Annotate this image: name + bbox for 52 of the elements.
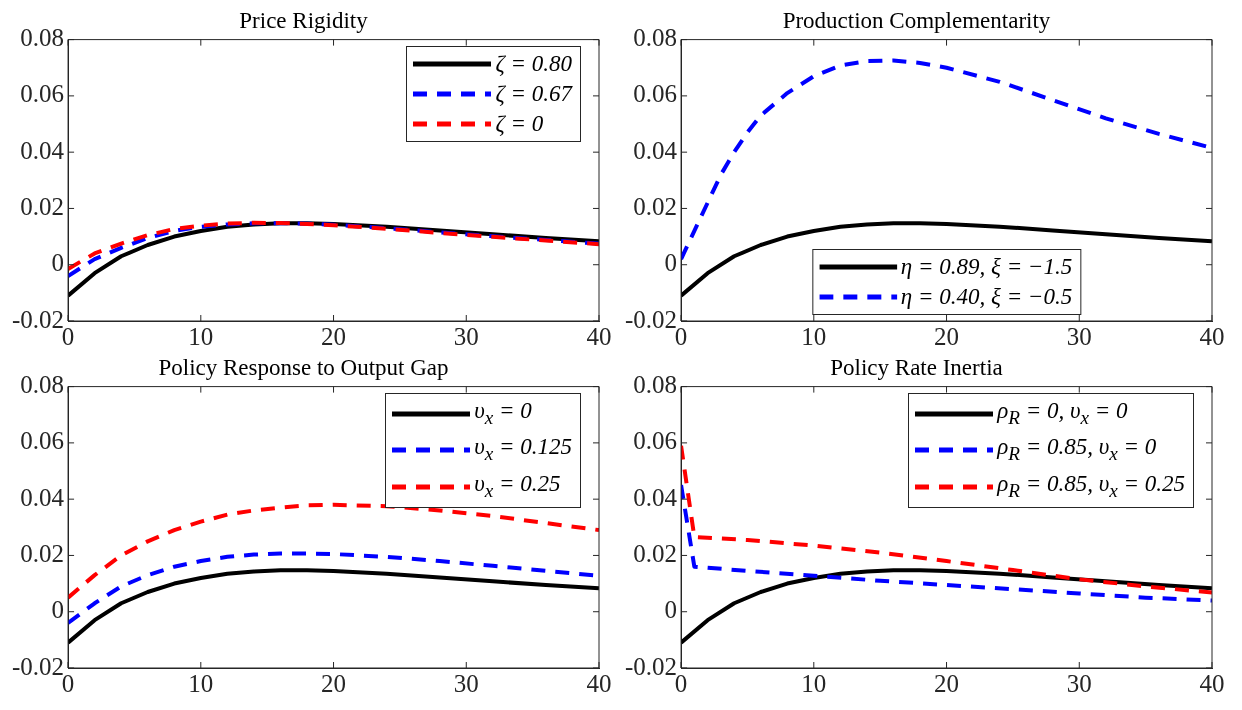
y-tick-label: 0.06 bbox=[633, 80, 678, 108]
legend-label: η = 0.89, ξ = −1.5 bbox=[900, 253, 1073, 281]
x-tick-label: 20 bbox=[321, 669, 347, 697]
x-tick-label: 10 bbox=[188, 322, 214, 350]
y-tick-label: 0 bbox=[664, 596, 678, 624]
y-tick-label: 0.02 bbox=[20, 193, 65, 220]
y-tick-label: 0 bbox=[51, 596, 65, 624]
y-tick-label: 0.04 bbox=[633, 136, 678, 164]
legend-label: ζ = 0.80 bbox=[495, 49, 572, 78]
y-tick-label: 0.02 bbox=[20, 540, 65, 567]
y-tick-label: 0.04 bbox=[20, 136, 65, 164]
y-tick-label: 0.02 bbox=[633, 540, 678, 567]
legend-label: η = 0.40, ξ = −0.5 bbox=[900, 283, 1073, 311]
x-tick-label: 40 bbox=[586, 322, 612, 350]
x-tick-label: 10 bbox=[801, 322, 827, 350]
y-tick-label: 0.08 bbox=[633, 371, 678, 399]
x-tick-label: 30 bbox=[453, 322, 479, 350]
x-tick-label: 10 bbox=[801, 669, 827, 697]
x-tick-label: 20 bbox=[934, 669, 960, 697]
chart-title: Production Complementarity bbox=[782, 7, 1051, 33]
legend-label: υ$_{x}$ = 0.125 bbox=[474, 433, 572, 466]
legend-label: ζ = 0.67 bbox=[495, 79, 572, 108]
y-tick-label: 0.08 bbox=[20, 24, 65, 52]
line-series bbox=[68, 502, 599, 600]
legend-label: ρ$_{R}$ = 0.85, υ$_{x}$ = 0.25 bbox=[997, 469, 1185, 503]
x-tick-label: 40 bbox=[1199, 322, 1225, 350]
x-tick-label: 30 bbox=[1066, 322, 1092, 350]
legend-label: ρ$_{R}$ = 0.85, υ$_{x}$ = 0 bbox=[997, 433, 1157, 466]
y-tick-label: 0.08 bbox=[633, 24, 678, 52]
y-tick-label: 0.06 bbox=[20, 427, 65, 455]
x-tick-label: 30 bbox=[1066, 669, 1092, 697]
chart-title: Policy Rate Inertia bbox=[830, 354, 1003, 380]
x-tick-label: 40 bbox=[1199, 669, 1225, 697]
legend-label: ζ = 0 bbox=[495, 109, 544, 138]
y-tick-label: 0.02 bbox=[633, 193, 678, 220]
x-tick-label: 30 bbox=[453, 669, 479, 697]
legend-label: υ$_{x}$ = 0 bbox=[474, 396, 532, 430]
x-tick-label: 20 bbox=[934, 322, 960, 350]
y-tick-label: 0.06 bbox=[633, 427, 678, 455]
y-tick-label: 0.04 bbox=[20, 483, 65, 511]
legend-label: ρ$_{R}$ = 0, υ$_{x}$ = 0 bbox=[997, 396, 1128, 430]
chart-title: Price Rigidity bbox=[239, 7, 369, 33]
y-tick-label: 0.08 bbox=[20, 371, 65, 399]
y-tick-label: 0 bbox=[51, 249, 65, 277]
x-tick-label: 10 bbox=[188, 669, 214, 697]
y-tick-label: 0 bbox=[664, 249, 678, 277]
y-tick-label: 0.04 bbox=[633, 483, 678, 511]
chart-title: Policy Response to Output Gap bbox=[158, 354, 449, 380]
x-tick-label: 40 bbox=[586, 669, 612, 697]
x-tick-label: 20 bbox=[321, 322, 347, 350]
y-tick-label: 0.06 bbox=[20, 80, 65, 108]
legend-label: υ$_{x}$ = 0.25 bbox=[474, 469, 561, 503]
